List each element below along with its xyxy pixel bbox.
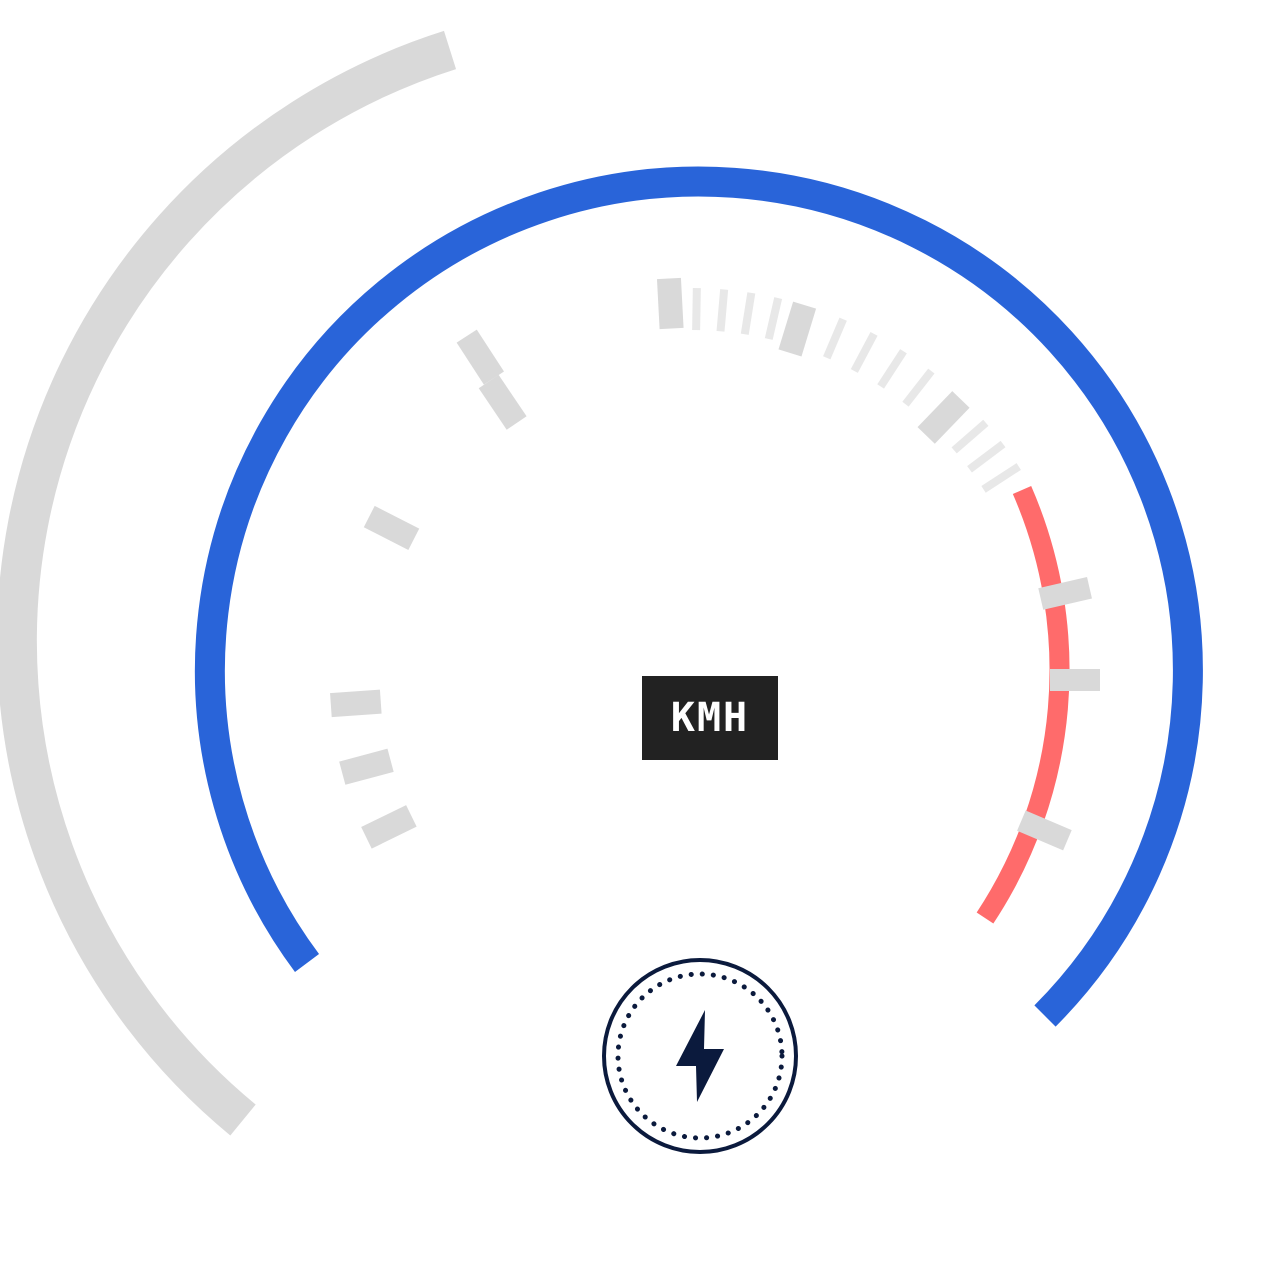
major-tick xyxy=(778,301,817,357)
major-tick xyxy=(478,374,527,430)
minor-tick xyxy=(740,292,756,335)
major-tick xyxy=(330,689,382,718)
major-tick xyxy=(456,329,504,385)
outer-ring-arc xyxy=(0,30,457,1136)
minor-tick xyxy=(764,297,783,340)
minor-tick xyxy=(981,463,1021,493)
lightning-bolt-icon xyxy=(602,958,798,1154)
minor-tick xyxy=(823,317,847,360)
major-tick xyxy=(339,748,394,785)
minor-tick xyxy=(877,349,907,389)
minor-tick xyxy=(951,419,989,454)
redline-tick xyxy=(1038,577,1092,610)
major-tick xyxy=(917,391,970,444)
speed-unit-label: KMH xyxy=(642,676,778,760)
redline-arc xyxy=(976,486,1070,924)
main-speed-arc xyxy=(194,166,1203,1027)
minor-tick xyxy=(850,332,878,373)
boost-button[interactable] xyxy=(600,956,800,1156)
tick-marks xyxy=(330,277,1100,851)
redline-tick xyxy=(1017,810,1072,851)
minor-tick xyxy=(716,289,729,332)
major-tick xyxy=(363,505,420,550)
minor-tick xyxy=(902,368,935,407)
minor-tick xyxy=(967,440,1006,473)
major-tick xyxy=(361,805,417,849)
minor-tick xyxy=(692,287,701,331)
major-tick xyxy=(656,277,684,330)
